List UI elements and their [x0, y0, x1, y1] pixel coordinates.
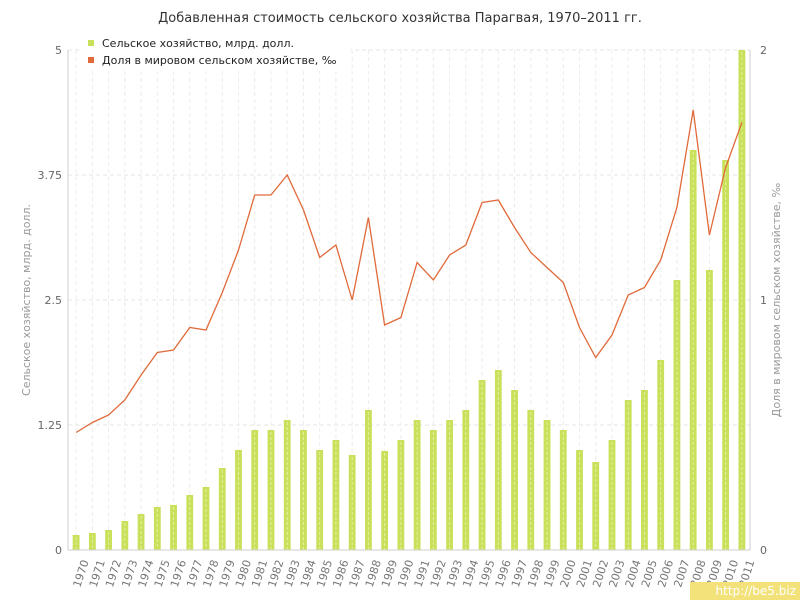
legend-label: Доля в мировом сельском хозяйстве, ‰: [102, 54, 337, 67]
bar: [153, 507, 161, 550]
bar: [218, 468, 226, 550]
line-path: [75, 109, 743, 434]
legend-swatch: [88, 57, 94, 63]
y-tick-label-left: 2.5: [45, 294, 63, 307]
bar: [202, 487, 210, 550]
y-axis-label-right: Доля в мировом сельском хозяйстве, ‰: [770, 183, 783, 418]
y-tick-label-left: 5: [55, 44, 62, 57]
line-series: [75, 109, 743, 434]
legend-swatch: [88, 40, 94, 46]
y-tick-label-right: 2: [760, 44, 767, 57]
y-axis-label-left: Сельское хозяйство, млрд. долл.: [20, 204, 33, 396]
y-tick-label-right: 0: [760, 544, 767, 557]
bar-series: [72, 50, 746, 550]
legend-box: [79, 33, 351, 71]
axes: 01.252.53.755012197019711972197319741975…: [38, 44, 768, 589]
y-tick-label-left: 1.25: [38, 419, 63, 432]
chart-title: Добавленная стоимость сельского хозяйств…: [158, 11, 642, 26]
watermark: http://be5.biz: [690, 582, 800, 600]
y-tick-label-right: 1: [760, 294, 767, 307]
y-tick-label-left: 0: [55, 544, 62, 557]
legend: Сельское хозяйство, млрд. долл. Доля в ми…: [79, 33, 351, 71]
y-tick-label-left: 3.75: [38, 169, 63, 182]
legend-label: Сельское хозяйство, млрд. долл.: [102, 37, 294, 50]
